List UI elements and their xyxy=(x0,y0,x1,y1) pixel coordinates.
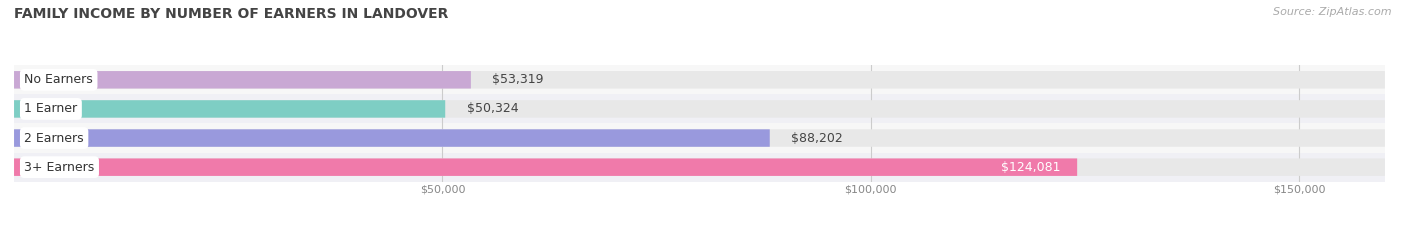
FancyBboxPatch shape xyxy=(14,100,1385,118)
FancyBboxPatch shape xyxy=(14,71,471,89)
Text: $50,324: $50,324 xyxy=(467,103,519,115)
Bar xyxy=(14,153,1385,182)
FancyBboxPatch shape xyxy=(14,129,769,147)
Text: $88,202: $88,202 xyxy=(792,132,844,144)
Bar xyxy=(14,123,1385,153)
Text: 3+ Earners: 3+ Earners xyxy=(24,161,94,174)
Bar xyxy=(14,94,1385,123)
Text: FAMILY INCOME BY NUMBER OF EARNERS IN LANDOVER: FAMILY INCOME BY NUMBER OF EARNERS IN LA… xyxy=(14,7,449,21)
Text: $53,319: $53,319 xyxy=(492,73,544,86)
FancyBboxPatch shape xyxy=(14,100,446,118)
FancyBboxPatch shape xyxy=(14,158,1385,176)
Text: Source: ZipAtlas.com: Source: ZipAtlas.com xyxy=(1274,7,1392,17)
Text: 2 Earners: 2 Earners xyxy=(24,132,84,144)
Text: $124,081: $124,081 xyxy=(1001,161,1060,174)
FancyBboxPatch shape xyxy=(14,158,1077,176)
Text: 1 Earner: 1 Earner xyxy=(24,103,77,115)
FancyBboxPatch shape xyxy=(14,71,1385,89)
Text: No Earners: No Earners xyxy=(24,73,93,86)
Bar xyxy=(14,65,1385,94)
FancyBboxPatch shape xyxy=(14,129,1385,147)
